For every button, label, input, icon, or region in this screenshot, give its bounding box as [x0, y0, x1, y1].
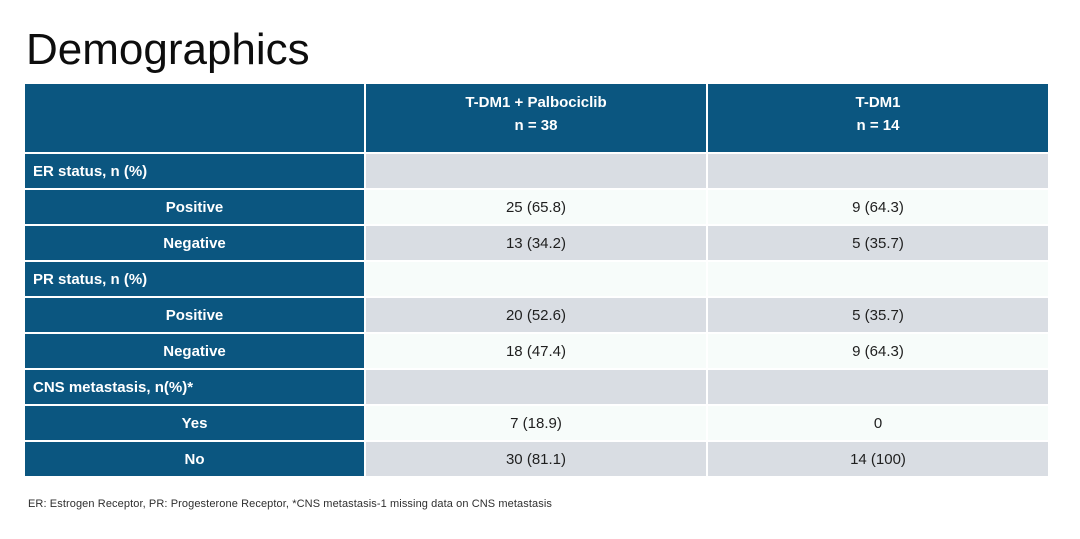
row-label: Positive — [25, 190, 364, 224]
header-cell-tdm1-palbociclib: T-DM1 + Palbociclib n = 38 — [366, 84, 706, 152]
data-cell: 25 (65.8) — [366, 190, 706, 224]
data-cell — [366, 370, 706, 404]
header-cell-tdm1: T-DM1 n = 14 — [708, 84, 1048, 152]
data-cell: 0 — [708, 406, 1048, 440]
demographics-table: T-DM1 + Palbociclib n = 38 T-DM1 n = 14 … — [25, 84, 1048, 476]
data-cell — [366, 154, 706, 188]
data-cell: 20 (52.6) — [366, 298, 706, 332]
column-name: T-DM1 + Palbociclib — [465, 94, 607, 111]
row-label: PR status, n (%) — [25, 262, 364, 296]
row-label: Negative — [25, 334, 364, 368]
column-name: T-DM1 — [855, 94, 901, 111]
column-n: n = 38 — [514, 117, 558, 134]
data-cell: 7 (18.9) — [366, 406, 706, 440]
data-cell: 9 (64.3) — [708, 334, 1048, 368]
footnote: ER: Estrogen Receptor, PR: Progesterone … — [28, 498, 552, 510]
row-label: ER status, n (%) — [25, 154, 364, 188]
row-label: No — [25, 442, 364, 476]
header-cell-empty — [25, 84, 364, 152]
data-cell — [708, 154, 1048, 188]
row-label: Negative — [25, 226, 364, 260]
data-cell — [708, 262, 1048, 296]
row-label: CNS metastasis, n(%)* — [25, 370, 364, 404]
data-cell: 14 (100) — [708, 442, 1048, 476]
data-cell: 13 (34.2) — [366, 226, 706, 260]
row-label: Yes — [25, 406, 364, 440]
data-cell: 30 (81.1) — [366, 442, 706, 476]
data-cell — [366, 262, 706, 296]
row-label: Positive — [25, 298, 364, 332]
data-cell — [708, 370, 1048, 404]
data-cell: 5 (35.7) — [708, 226, 1048, 260]
data-cell: 9 (64.3) — [708, 190, 1048, 224]
slide-title: Demographics — [26, 25, 310, 74]
data-cell: 18 (47.4) — [366, 334, 706, 368]
data-cell: 5 (35.7) — [708, 298, 1048, 332]
column-n: n = 14 — [856, 117, 900, 134]
